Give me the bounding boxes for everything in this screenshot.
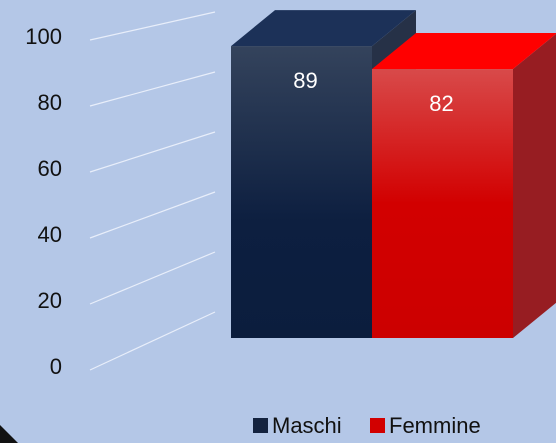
y-tick-label: 60 — [38, 156, 62, 181]
y-tick-label: 20 — [38, 288, 62, 313]
bar-side — [513, 33, 556, 338]
grid-line — [89, 131, 216, 173]
data-label: 89 — [293, 68, 317, 93]
grid-line — [89, 251, 216, 305]
grid-line — [89, 191, 216, 239]
bar-top — [372, 33, 556, 70]
legend-label: Maschi — [272, 413, 342, 438]
corner — [0, 425, 18, 443]
y-tick-label: 40 — [38, 222, 62, 247]
bar — [231, 46, 372, 339]
legend-swatch — [370, 418, 385, 433]
grid-line — [89, 311, 216, 371]
y-tick-label: 0 — [50, 354, 62, 379]
grid-line — [89, 71, 216, 107]
bar-top — [231, 10, 416, 47]
bar — [372, 69, 513, 338]
y-tick-label: 80 — [38, 90, 62, 115]
data-label: 82 — [429, 91, 453, 116]
y-tick-label: 100 — [25, 24, 62, 49]
legend-swatch — [253, 418, 268, 433]
legend-label: Femmine — [389, 413, 481, 438]
grid-line — [89, 11, 216, 41]
